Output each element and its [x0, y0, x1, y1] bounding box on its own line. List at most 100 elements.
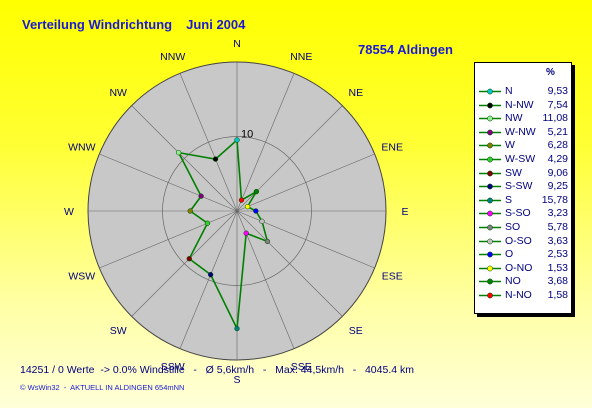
- ring-10: [162, 136, 312, 286]
- legend-swatch: [479, 183, 501, 190]
- legend-swatch: [479, 292, 501, 299]
- dir-label-ne: NE: [348, 87, 363, 99]
- legend-value: 1,53: [547, 261, 568, 274]
- legend-swatch: [479, 129, 501, 136]
- legend-value: 1,58: [547, 289, 568, 301]
- legend-swatch: [479, 170, 501, 176]
- dir-label-se: SE: [349, 325, 363, 337]
- marker-wsw: [204, 220, 211, 226]
- dir-label-n: N: [233, 38, 241, 50]
- legend-label: N: [505, 85, 513, 97]
- dir-label-nnw: NNW: [160, 51, 185, 63]
- dir-label-wsw: WSW: [68, 270, 95, 282]
- legend-item: W 6,28: [475, 139, 571, 152]
- marker-nnw: [212, 156, 219, 162]
- legend-swatch: [479, 156, 501, 163]
- legend-value: 3,23: [547, 207, 568, 220]
- dir-label-ene: ENE: [381, 142, 403, 154]
- legend-swatch: [479, 265, 501, 272]
- legend-value: 2,53: [547, 248, 568, 261]
- station-name: 78554 Aldingen: [358, 42, 453, 57]
- legend-label: W-NW: [505, 125, 536, 138]
- marker-nw: [175, 149, 182, 156]
- legend-swatch: [479, 238, 501, 244]
- dir-label-ssw: SSW: [161, 361, 185, 373]
- legend-item: O 2,53: [475, 248, 571, 261]
- legend-value: 4,29: [547, 153, 568, 165]
- stats-line: 14251 / 0 Werte -> 0.0% Windstille - Ø 5…: [20, 364, 415, 376]
- marker-n: [234, 137, 240, 143]
- legend-item: S 15,78: [475, 194, 571, 207]
- legend-item: W-SW 4,29: [475, 153, 571, 166]
- dir-label-s: S: [233, 374, 240, 386]
- legend-label: W-SW: [505, 153, 536, 165]
- legend-swatch: [479, 115, 501, 122]
- legend-swatch: [479, 143, 501, 149]
- dir-label-nw: NW: [109, 87, 127, 99]
- legend-swatch: [479, 251, 501, 258]
- legend-label: N-NO: [505, 289, 532, 301]
- legend-label: SW: [505, 166, 522, 179]
- legend-item: SO 5,78: [475, 221, 571, 234]
- marker-e: [253, 208, 259, 214]
- dir-label-wnw: WNW: [68, 142, 95, 154]
- legend-value: 11,08: [542, 112, 569, 125]
- marker-se: [264, 238, 271, 245]
- legend-label: N-NW: [505, 98, 534, 111]
- legend-label: SO: [505, 221, 521, 233]
- legend-label: NO: [505, 275, 521, 288]
- dir-label-ese: ESE: [382, 270, 403, 282]
- marker-ssw: [207, 272, 214, 278]
- dir-label-sw: SW: [110, 325, 127, 337]
- legend-value: 9,53: [547, 85, 568, 97]
- marker-sse: [243, 230, 249, 236]
- legend-item: S-SW 9,25: [475, 180, 571, 193]
- legend-value: 9,06: [547, 166, 568, 179]
- legend-label: NW: [505, 112, 523, 125]
- legend-swatch: [479, 279, 501, 285]
- marker-ene: [244, 203, 251, 210]
- legend-label: O: [505, 248, 514, 261]
- legend-label: W: [505, 139, 515, 152]
- marker-nne: [238, 197, 245, 203]
- legend-value: 3,63: [547, 234, 568, 247]
- legend-value: 15,78: [541, 193, 568, 206]
- dir-label-nne: NNE: [290, 51, 312, 63]
- legend-item: NO 3,68: [475, 275, 571, 288]
- marker-w: [187, 208, 193, 214]
- legend-swatch: [479, 88, 501, 95]
- legend-swatch: [479, 211, 501, 217]
- marker-wnw: [198, 193, 204, 199]
- legend-value: 3,68: [547, 275, 568, 288]
- legend-item: O-SO 3,63: [475, 235, 571, 248]
- legend-swatch: [479, 197, 501, 204]
- dir-label-e: E: [401, 206, 408, 218]
- legend-value: 9,25: [547, 180, 568, 193]
- legend-label: S-SO: [505, 207, 531, 220]
- scale-label: 10: [241, 129, 253, 141]
- legend-value: 7,54: [547, 98, 568, 111]
- dir-label-sse: SSE: [291, 361, 312, 373]
- legend-value: 5,78: [547, 221, 568, 233]
- legend-item: S-SO 3,23: [475, 207, 571, 220]
- marker-sw: [186, 256, 192, 262]
- legend-item: N 9,53: [475, 85, 571, 98]
- legend-swatch: [479, 224, 501, 231]
- legend-item: N-NO 1,58: [475, 289, 571, 302]
- legend-label: S: [505, 193, 513, 206]
- legend-item: W-NW 5,21: [475, 126, 571, 139]
- marker-s: [234, 325, 240, 332]
- legend-item: O-NO 1,53: [475, 262, 571, 275]
- legend-label: S-SW: [505, 180, 533, 193]
- chart-title-text: Verteilung Windrichtung: [22, 17, 173, 32]
- legend-swatch: [479, 102, 501, 108]
- chart-title: Verteilung Windrichtung Juni 2004: [22, 17, 245, 32]
- marker-ese: [259, 218, 265, 224]
- legend-value: 6,28: [547, 139, 568, 152]
- legend-value: 5,21: [547, 125, 568, 138]
- legend: % N 9,53 N-NW 7,54 NW 11,08 W-NW 5,21 W 6,28 W-SW 4…: [474, 62, 572, 314]
- legend-label: O-SO: [505, 234, 532, 247]
- dir-label-w: W: [64, 206, 74, 218]
- marker-ne: [253, 188, 260, 195]
